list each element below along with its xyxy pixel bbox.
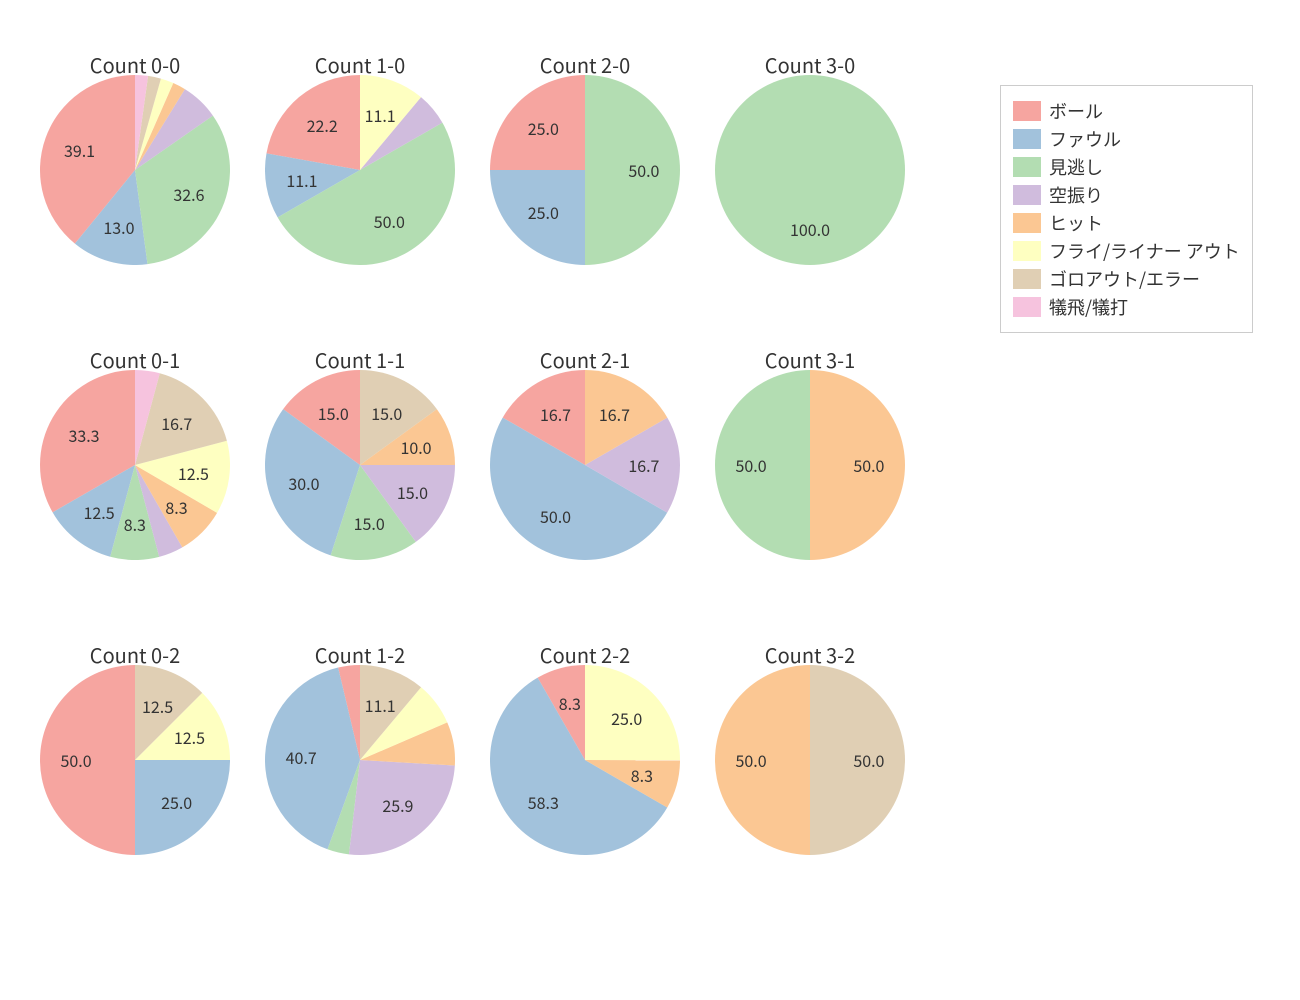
legend-item: ファウル [1013, 126, 1240, 152]
pie-chart [715, 370, 905, 560]
legend-swatch [1013, 129, 1041, 149]
legend-item: 空振り [1013, 182, 1240, 208]
legend-swatch [1013, 241, 1041, 261]
pie-chart [715, 665, 905, 855]
legend-swatch [1013, 185, 1041, 205]
legend-item: ボール [1013, 98, 1240, 124]
pie-slice-ground [810, 665, 905, 855]
legend-item: ヒット [1013, 210, 1240, 236]
pie-slice-fly [585, 665, 680, 760]
pie-slice-foul [135, 760, 230, 855]
pie-slice-hit [715, 665, 810, 855]
pie-slice-called [715, 75, 905, 265]
legend-label: ボール [1049, 98, 1103, 124]
legend-item: 見逃し [1013, 154, 1240, 180]
legend-item: ゴロアウト/エラー [1013, 266, 1240, 292]
pie-chart [265, 370, 455, 560]
pie-slice-hit [810, 370, 905, 560]
legend-swatch [1013, 157, 1041, 177]
pie-chart [490, 370, 680, 560]
pie-slice-ball [266, 75, 360, 170]
pie-slice-swing [349, 760, 455, 855]
chart-grid: Count 0-039.113.032.6Count 1-022.211.150… [0, 0, 1300, 1000]
legend-item: 犠飛/犠打 [1013, 294, 1240, 320]
legend-swatch [1013, 213, 1041, 233]
pie-chart [40, 370, 230, 560]
pie-slice-foul [490, 170, 585, 265]
pie-chart [40, 665, 230, 855]
pie-chart [40, 75, 230, 265]
legend-label: ファウル [1049, 126, 1121, 152]
legend-label: 犠飛/犠打 [1049, 294, 1128, 320]
pie-chart [265, 75, 455, 265]
legend-label: 見逃し [1049, 154, 1103, 180]
legend-swatch [1013, 297, 1041, 317]
legend-label: ヒット [1049, 210, 1103, 236]
legend-swatch [1013, 269, 1041, 289]
pie-chart [715, 75, 905, 265]
legend-label: フライ/ライナー アウト [1049, 238, 1240, 264]
legend-label: ゴロアウト/エラー [1049, 266, 1200, 292]
pie-chart [265, 665, 455, 855]
legend-label: 空振り [1049, 182, 1103, 208]
pie-chart [490, 665, 680, 855]
legend: ボールファウル見逃し空振りヒットフライ/ライナー アウトゴロアウト/エラー犠飛/… [1000, 85, 1253, 333]
pie-slice-called [715, 370, 810, 560]
legend-swatch [1013, 101, 1041, 121]
pie-slice-ball [40, 665, 135, 855]
legend-item: フライ/ライナー アウト [1013, 238, 1240, 264]
pie-slice-ball [490, 75, 585, 170]
pie-chart [490, 75, 680, 265]
pie-slice-called [585, 75, 680, 265]
